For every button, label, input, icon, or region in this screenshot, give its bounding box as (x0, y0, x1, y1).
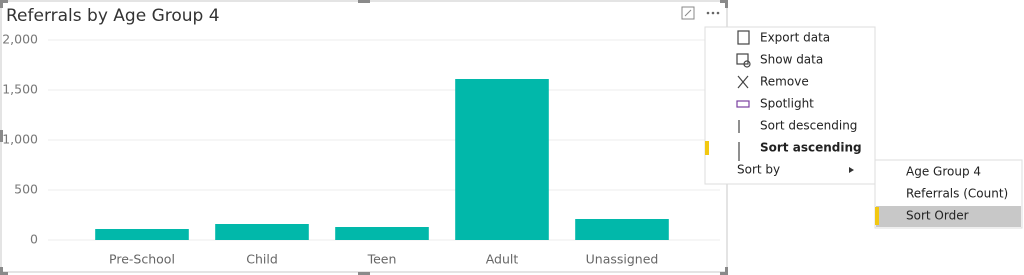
menu-item[interactable]: Spotlight (760, 97, 814, 111)
plot-area: 0 500 1,000 1,500 2,000 Pre-School Child Teen Ad… (2, 32, 720, 267)
chart-title: Referrals by Age Group 4 (6, 6, 220, 26)
y-tick-label: 500 (14, 182, 38, 197)
focus-icon[interactable] (681, 6, 695, 20)
submenu-item[interactable]: Referrals (Count) (906, 187, 1008, 201)
menu-item[interactable]: Show data (760, 53, 823, 67)
y-tick-label: 0 (30, 232, 38, 247)
y-tick-label: 1,500 (2, 82, 38, 97)
y-tick-label: 2,000 (2, 32, 38, 47)
x-tick-label: Teen (367, 252, 397, 267)
menu-item[interactable]: Sort by (737, 163, 780, 177)
bar (455, 79, 549, 240)
submenu-arrow (849, 167, 854, 173)
bar (335, 227, 429, 240)
x-tick-label: Pre-School (109, 252, 175, 267)
menu-item[interactable]: Remove (760, 75, 809, 89)
submenu-highlight (876, 206, 1021, 227)
bar (575, 219, 669, 240)
menu-item[interactable]: Export data (760, 31, 830, 45)
x-tick-label: Unassigned (586, 252, 659, 267)
context-menu (704, 26, 876, 185)
menu-item[interactable]: Sort descending (760, 119, 857, 133)
more-options[interactable] (706, 11, 720, 15)
bar (215, 224, 309, 240)
menu-item[interactable]: Sort ascending (760, 141, 862, 155)
x-tick-label: Adult (486, 252, 519, 267)
selected-indicator (875, 207, 879, 225)
bar (95, 229, 189, 240)
submenu-item[interactable]: Age Group 4 (906, 165, 981, 179)
frame-handles (0, 0, 728, 275)
y-tick-label: 1,000 (2, 132, 38, 147)
selected-indicator (705, 141, 709, 155)
menu-icons (736, 30, 751, 161)
x-tick-label: Child (246, 252, 278, 267)
submenu-item[interactable]: Sort Order (906, 209, 969, 223)
